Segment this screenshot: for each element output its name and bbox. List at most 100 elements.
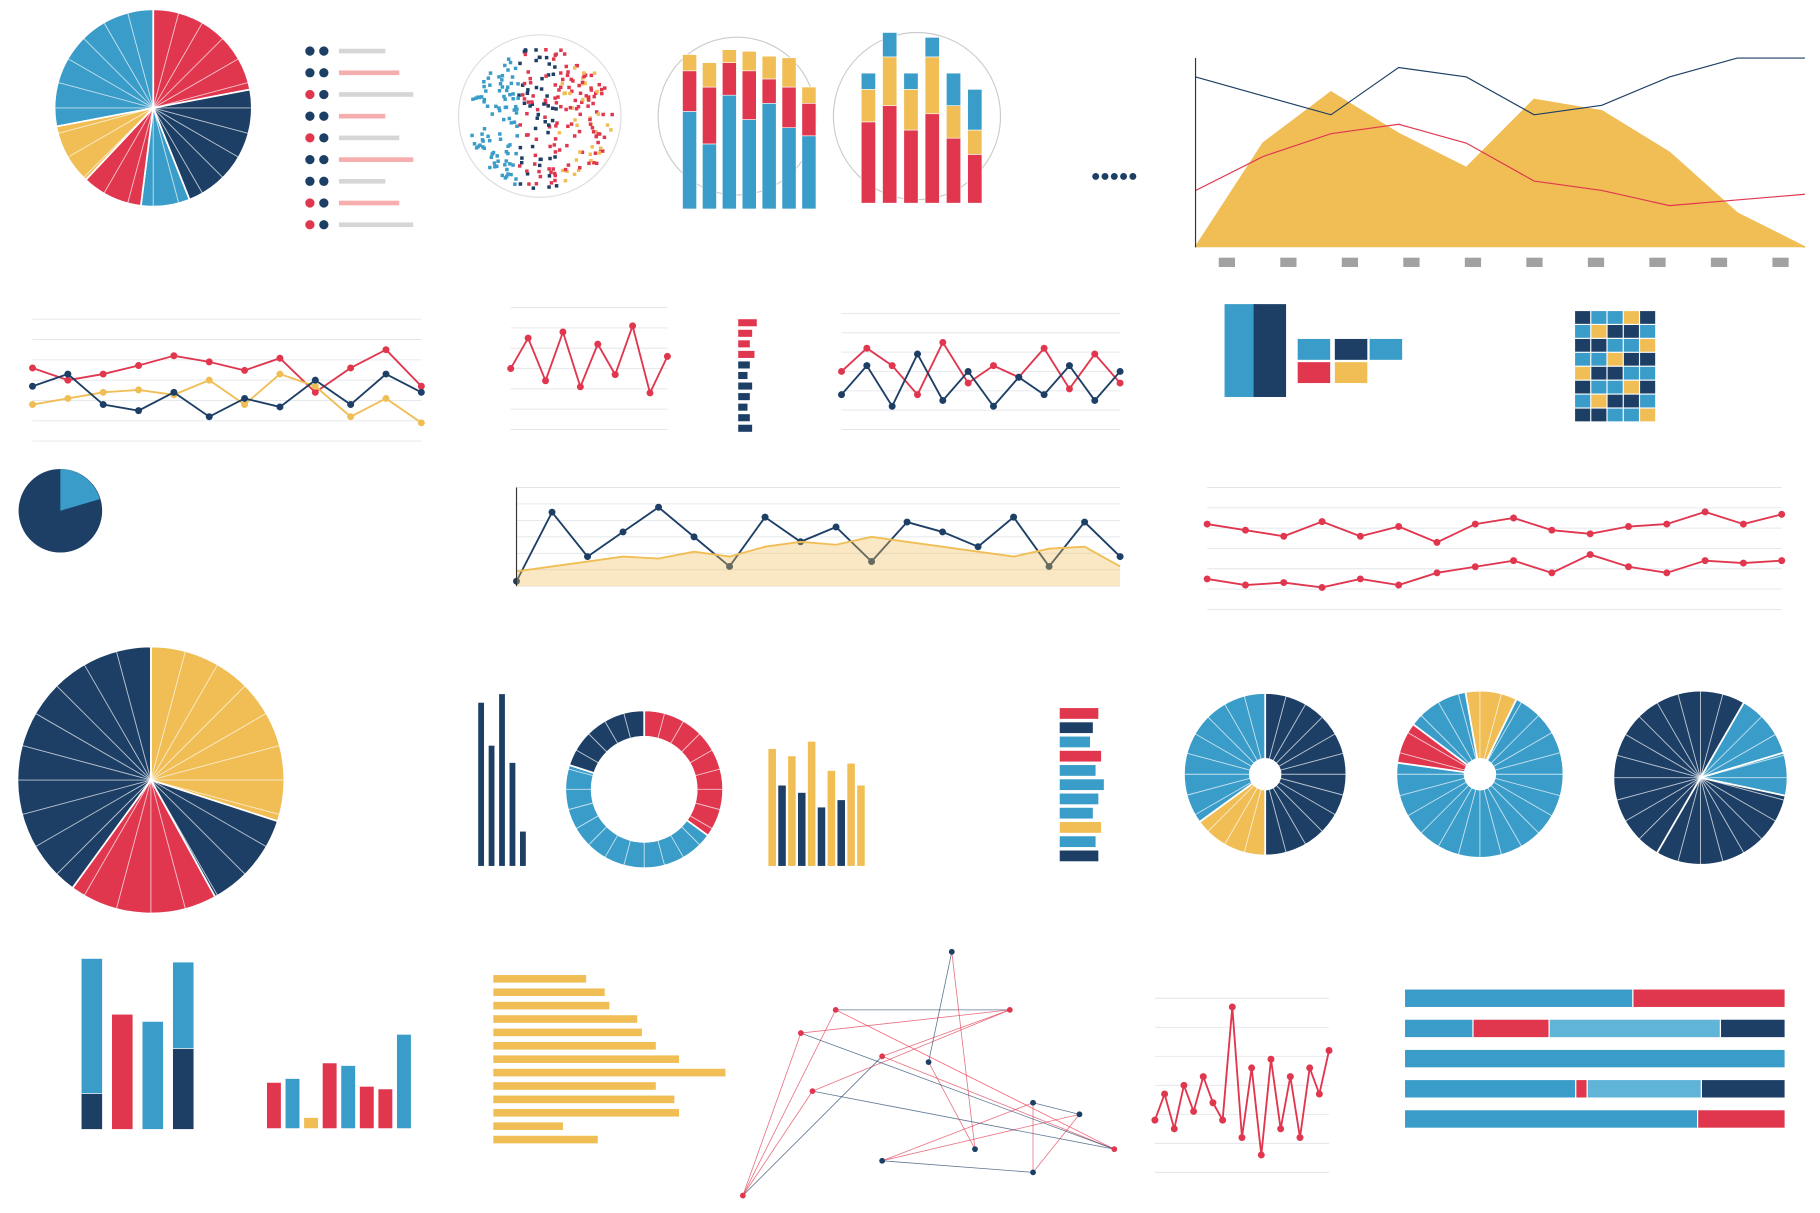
bar (493, 988, 604, 996)
globe-dot (553, 179, 556, 182)
data-point (1548, 527, 1555, 534)
network-node (810, 1088, 816, 1094)
globe-dot (566, 74, 569, 77)
network-node (1111, 1146, 1117, 1152)
pie-top-left (55, 9, 252, 206)
bar-segment (762, 103, 776, 209)
data-point (762, 514, 769, 521)
globe-dot (521, 93, 524, 96)
globe-dot (573, 66, 576, 69)
bar-segment (1404, 1080, 1575, 1099)
globe-dot (535, 116, 538, 119)
network-edge (836, 1010, 1115, 1149)
globe-dot (501, 174, 504, 177)
bar-segment (861, 89, 875, 122)
globe-dot (551, 167, 554, 170)
globe-dot (503, 97, 506, 100)
globe-dot (480, 132, 483, 135)
globe-dot (511, 163, 514, 166)
data-point (1395, 523, 1402, 530)
bar-segment (883, 106, 897, 204)
bar-segment (1404, 1019, 1473, 1038)
bar (493, 1029, 642, 1037)
data-point (312, 377, 319, 384)
data-point (1472, 563, 1479, 570)
network-edge (743, 1033, 801, 1196)
network-node (1030, 1169, 1036, 1175)
globe-dot (496, 159, 499, 162)
globe-dot (509, 61, 512, 64)
bar (493, 1109, 679, 1117)
grid-row2-right (1575, 311, 1655, 421)
heatmap-cell (1624, 367, 1639, 380)
globe-dot (589, 122, 592, 125)
bar-segment (904, 73, 918, 89)
data-point (241, 395, 248, 402)
small-blocks (1225, 304, 1403, 397)
legend-label (339, 157, 413, 162)
data-point (1510, 515, 1517, 522)
bar-segment (946, 106, 960, 139)
bar-segment (702, 63, 716, 87)
data-point (863, 345, 870, 352)
network-node (740, 1193, 746, 1199)
globe-dot (554, 174, 557, 177)
bar-segment (904, 130, 918, 203)
globe-dot (513, 182, 516, 185)
series-line (1196, 58, 1805, 115)
heatmap-cell (1575, 353, 1590, 366)
data-point (418, 389, 425, 396)
globe-dot (588, 118, 591, 121)
globe-dot (543, 115, 546, 118)
globe-dot (515, 125, 518, 128)
data-point (100, 401, 107, 408)
network-edge (743, 1056, 882, 1195)
data-point (1151, 1117, 1158, 1124)
bar-segment (968, 154, 982, 203)
series-line (1207, 555, 1782, 588)
bar-segment (1473, 1019, 1549, 1038)
globe-dot (573, 134, 576, 137)
line-row2-left (29, 319, 425, 441)
globe-dot (480, 95, 483, 98)
data-point (1625, 563, 1632, 570)
pie-slice (55, 9, 154, 126)
x-tick-label (1280, 258, 1296, 267)
globe-dot (482, 80, 485, 83)
data-point (1280, 579, 1287, 586)
globe-dot (554, 150, 557, 153)
x-tick-label (1772, 258, 1788, 267)
bar-segment (1701, 1080, 1785, 1099)
globe-dot (578, 166, 581, 169)
network-edge (1033, 1114, 1079, 1172)
globe-dot (474, 96, 477, 99)
globe-dot (548, 157, 551, 160)
globe-dot (594, 151, 597, 154)
globe-dot (582, 75, 585, 78)
globe-dot (595, 162, 598, 165)
area-fill (1196, 92, 1805, 247)
globe-dot (555, 184, 558, 187)
globe-dot (539, 158, 542, 161)
data-point (206, 377, 213, 384)
globe-dot (547, 185, 550, 188)
globe-dot (546, 104, 549, 107)
data-point (241, 367, 248, 374)
globe-dot (609, 128, 612, 131)
block (1370, 339, 1403, 360)
globe-dot (548, 145, 551, 148)
legend-dot (319, 90, 328, 99)
globe-dot (527, 70, 530, 73)
globe-dot (551, 119, 554, 122)
network-edge (882, 1056, 1114, 1149)
bar-segment (1404, 1049, 1785, 1068)
globe-dot (534, 59, 537, 62)
network-node (879, 1158, 885, 1164)
x-tick-label (1403, 258, 1419, 267)
series-line (33, 374, 422, 423)
bar (738, 351, 754, 358)
bar (493, 1002, 609, 1010)
heatmap-cell (1640, 325, 1655, 338)
globe-dot (534, 154, 537, 157)
radial-pie-b (1396, 691, 1563, 858)
